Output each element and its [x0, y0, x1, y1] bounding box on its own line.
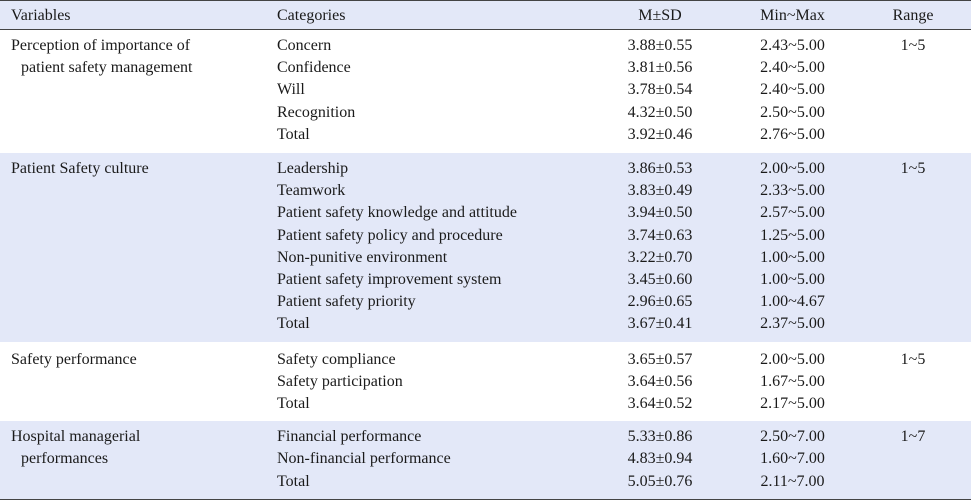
msd-cell: 4.83±0.94 [627, 450, 693, 467]
msd-cell: 5.05±0.76 [627, 473, 693, 490]
variable-name: Safety performance [11, 349, 251, 371]
msd-cell: 3.65±0.57 [627, 351, 693, 368]
minmax-cell: 2.37~5.00 [760, 315, 825, 332]
msd-cell: 3.88±0.55 [627, 37, 693, 54]
row-group: Hospital managerial performances 1~7 Financ… [0, 421, 971, 499]
msd-cell: 5.33±0.86 [627, 428, 693, 445]
msd-cell: 3.64±0.56 [627, 373, 693, 390]
variable-name-line1: Perception of importance of [11, 37, 191, 54]
variable-name-line2: patient safety management [21, 59, 193, 76]
msd-cell: 3.83±0.49 [627, 182, 693, 199]
category-cell: Recognition [277, 104, 356, 121]
category-cell: Total [277, 473, 310, 490]
msd-cell: 4.32±0.50 [627, 104, 693, 121]
category-cell: Financial performance [277, 428, 422, 445]
category-cell: Non-financial performance [277, 450, 451, 467]
category-cell: Concern [277, 37, 332, 54]
msd-cell: 2.96±0.65 [627, 293, 693, 310]
category-cell: Teamwork [277, 182, 346, 199]
category-cell: Total [277, 126, 310, 143]
category-cell: Safety participation [277, 373, 403, 390]
minmax-cell: 2.57~5.00 [760, 204, 825, 221]
header-range: Range [892, 7, 934, 24]
category-cell: Confidence [277, 59, 351, 76]
row-group: Safety performance 1~5 Safety compliance 3.… [0, 342, 971, 421]
msd-cell: 3.92±0.46 [627, 126, 693, 143]
minmax-cell: 2.76~5.00 [760, 126, 825, 143]
msd-cell: 3.45±0.60 [627, 271, 693, 288]
msd-cell: 3.81±0.56 [627, 59, 693, 76]
row-group: Patient Safety culture 1~5 Leadership 3.86±… [0, 153, 971, 342]
minmax-cell: 1.25~5.00 [760, 227, 825, 244]
category-cell: Non-punitive environment [277, 249, 448, 266]
category-cell: Safety compliance [277, 351, 396, 368]
table-header: Variables Categories M±SD Min~Max Range [0, 0, 971, 30]
variable-name: Patient Safety culture [11, 158, 251, 180]
range-value: 1~5 [900, 351, 926, 368]
variable-name-line1: Patient Safety culture [11, 160, 149, 177]
range-value: 1~5 [900, 160, 926, 177]
category-cell: Total [277, 395, 310, 412]
category-cell: Will [277, 81, 305, 98]
minmax-cell: 2.11~7.00 [760, 473, 825, 490]
category-cell: Patient safety policy and procedure [277, 227, 503, 244]
minmax-cell: 1.67~5.00 [760, 373, 825, 390]
row-group: Perception of importance of patient safet… [0, 30, 971, 153]
category-cell: Patient safety knowledge and attitude [277, 204, 517, 221]
minmax-cell: 2.40~5.00 [760, 81, 825, 98]
minmax-cell: 2.00~5.00 [760, 351, 825, 368]
header-categories: Categories [277, 7, 346, 24]
variable-name-line1: Safety performance [11, 351, 137, 368]
msd-cell: 3.78±0.54 [627, 81, 693, 98]
minmax-cell: 2.33~5.00 [760, 182, 825, 199]
variable-name-line2: performances [21, 450, 109, 467]
header-variables: Variables [11, 7, 71, 24]
minmax-cell: 1.00~5.00 [760, 271, 825, 288]
minmax-cell: 1.00~4.67 [760, 293, 825, 310]
minmax-cell: 2.50~5.00 [760, 104, 825, 121]
range-value: 1~5 [900, 37, 926, 54]
minmax-cell: 1.60~7.00 [760, 450, 825, 467]
bottom-rule [0, 499, 971, 500]
category-cell: Leadership [277, 160, 349, 177]
minmax-cell: 2.00~5.00 [760, 160, 825, 177]
msd-cell: 3.94±0.50 [627, 204, 693, 221]
header-minmax: Min~Max [760, 7, 825, 24]
msd-cell: 3.64±0.52 [627, 395, 693, 412]
minmax-cell: 2.50~7.00 [760, 428, 825, 445]
category-cell: Patient safety priority [277, 293, 416, 310]
category-cell: Total [277, 315, 310, 332]
variable-name: Hospital managerial performances [11, 426, 251, 470]
msd-cell: 3.22±0.70 [627, 249, 693, 266]
msd-cell: 3.67±0.41 [627, 315, 693, 332]
header-msd: M±SD [638, 7, 682, 24]
msd-cell: 3.74±0.63 [627, 227, 693, 244]
msd-cell: 3.86±0.53 [627, 160, 693, 177]
category-cell: Patient safety improvement system [277, 271, 502, 288]
minmax-cell: 2.43~5.00 [760, 37, 825, 54]
variable-name-line1: Hospital managerial [11, 428, 141, 445]
range-value: 1~7 [900, 428, 926, 445]
minmax-cell: 1.00~5.00 [760, 249, 825, 266]
minmax-cell: 2.17~5.00 [760, 395, 825, 412]
variable-name: Perception of importance of patient safet… [11, 35, 251, 79]
minmax-cell: 2.40~5.00 [760, 59, 825, 76]
